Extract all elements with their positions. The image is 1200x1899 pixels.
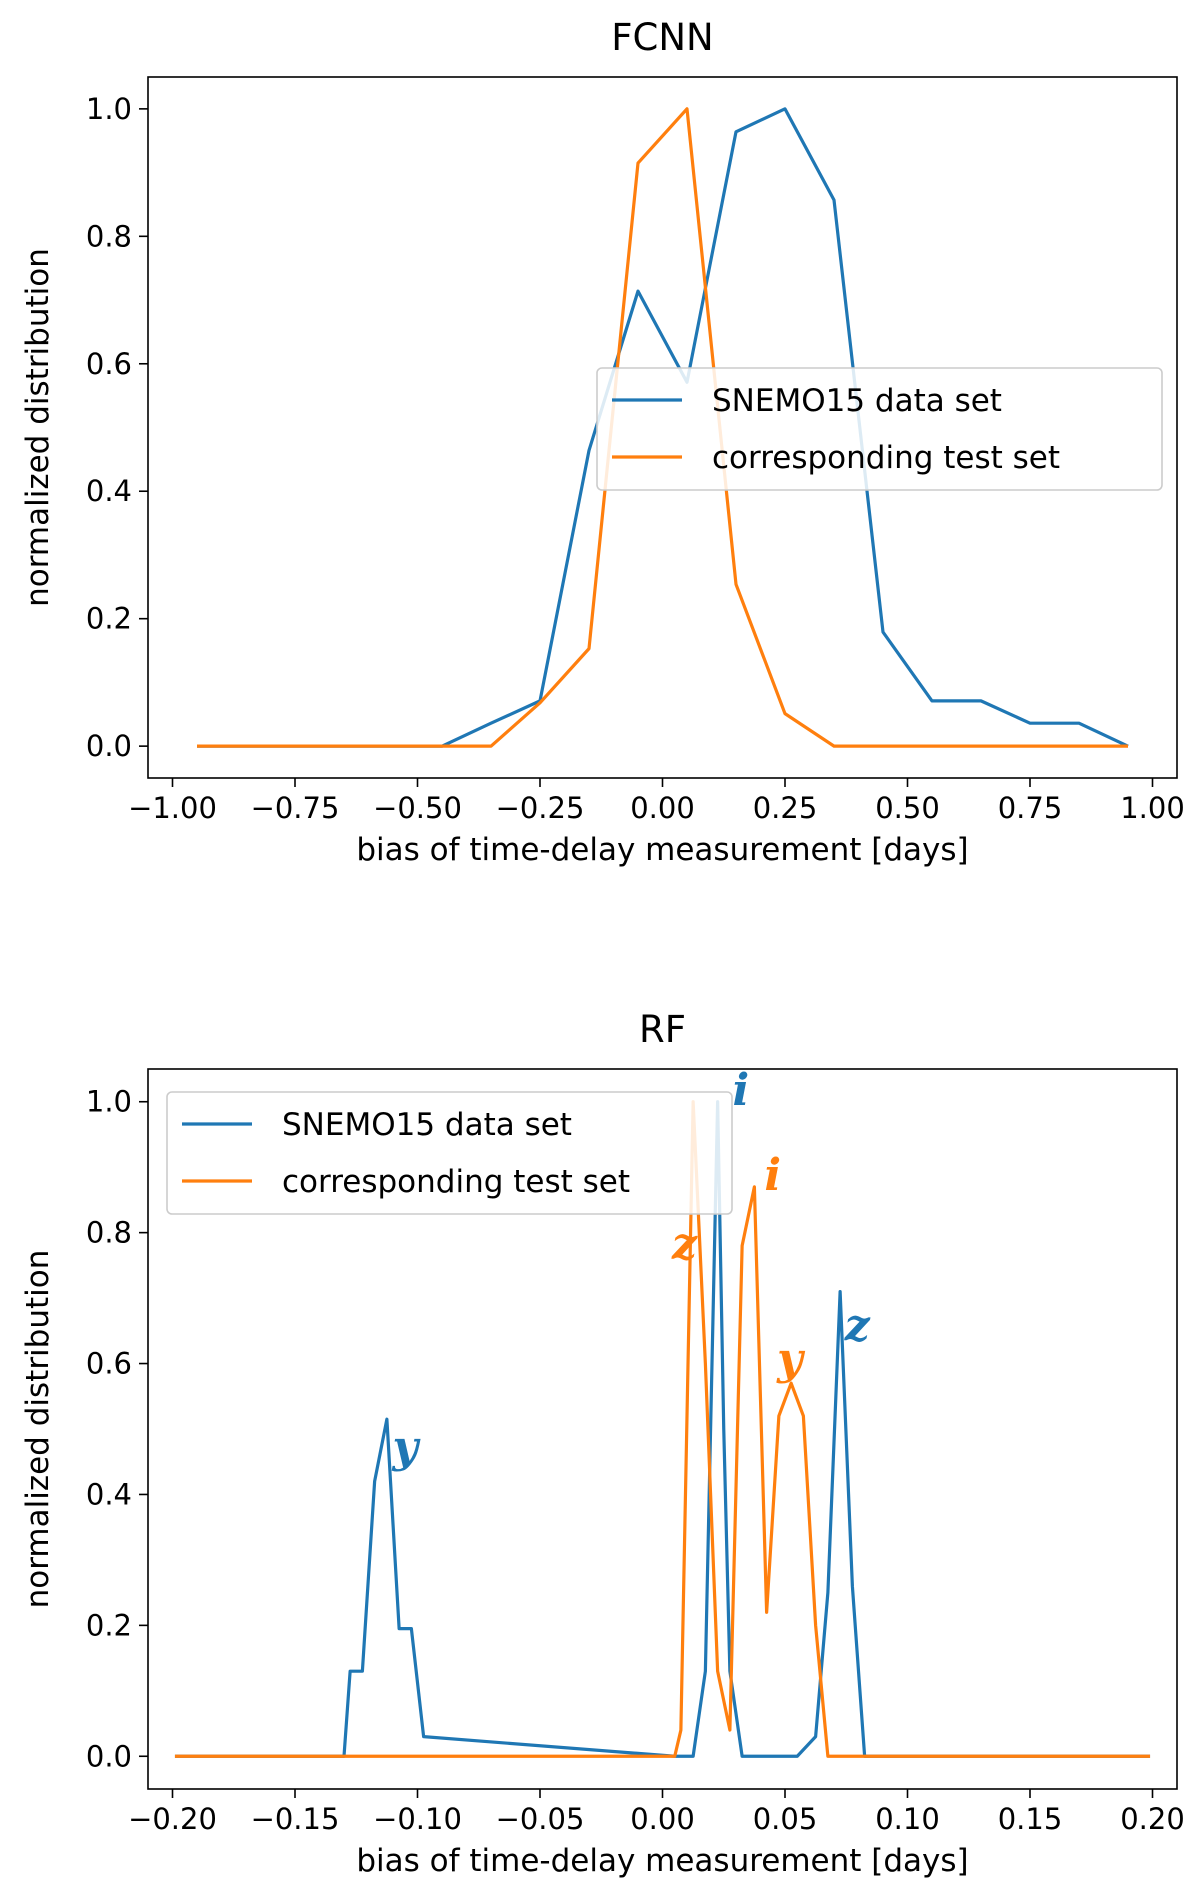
legend-label: SNEMO15 data set [282, 1107, 572, 1143]
x-tick-label: −0.50 [373, 791, 462, 825]
x-tick-label: −0.10 [373, 1802, 462, 1836]
series-line-snemo15 [174, 1100, 1151, 1758]
series-line-test-set [174, 1100, 1151, 1758]
annotation-label: y [391, 1422, 421, 1473]
x-tick-label: 0.20 [1120, 1802, 1185, 1836]
annotation-label: i [764, 1150, 781, 1201]
x-tick-label: 1.00 [1120, 791, 1185, 825]
x-axis-label: bias of time-delay measurement [days] [356, 832, 968, 868]
x-tick-label: −0.20 [128, 1802, 217, 1836]
x-tick-label: 0.75 [998, 791, 1063, 825]
series-line-test-set [197, 107, 1128, 748]
y-tick-label: 0.4 [86, 474, 132, 508]
annotation-label: i [733, 1065, 750, 1116]
legend-label: SNEMO15 data set [712, 383, 1002, 419]
y-tick-label: 0.8 [86, 1216, 132, 1250]
x-tick-label: −1.00 [128, 791, 217, 825]
chart-title: FCNN [611, 16, 713, 59]
annotation-label: y [776, 1333, 806, 1384]
y-tick-label: 1.0 [86, 1085, 132, 1119]
rf-chart: RF −0.20 −0.15 −0.10 −0.05 0.00 0.05 0.10 0.15 0.… [20, 1008, 1185, 1879]
x-tick-label: 0.10 [875, 1802, 940, 1836]
x-tick-label: 0.25 [753, 791, 818, 825]
y-tick-label: 0.6 [86, 1347, 132, 1381]
x-tick-label: 0.50 [875, 791, 940, 825]
legend-box [166, 1091, 733, 1215]
x-tick-label: 0.05 [753, 1802, 818, 1836]
y-tick-label: 0.6 [86, 347, 132, 381]
annotation-label: z [844, 1301, 871, 1352]
legend-label: corresponding test set [712, 440, 1060, 476]
fcnn-chart: FCNN −1.00 −0.75 −0.50 −0.25 0.00 0.25 0.50 0.75… [20, 16, 1185, 868]
y-axis-label: normalized distribution [20, 1250, 56, 1609]
x-tick-label: −0.75 [251, 791, 340, 825]
y-tick-label: 0.8 [86, 219, 132, 253]
y-tick-label: 0.4 [86, 1477, 132, 1511]
y-tick-label: 0.2 [86, 602, 132, 636]
x-tick-label: −0.15 [251, 1802, 340, 1836]
y-tick-label: 0.0 [86, 1739, 132, 1773]
y-tick-label: 0.2 [86, 1608, 132, 1642]
x-tick-label: 0.15 [998, 1802, 1063, 1836]
x-axis-label: bias of time-delay measurement [days] [356, 1843, 968, 1879]
y-axis-label: normalized distribution [20, 248, 56, 607]
chart-title: RF [639, 1008, 686, 1051]
plot-frame [147, 1068, 1178, 1790]
x-tick-label: 0.00 [630, 1802, 695, 1836]
legend-label: corresponding test set [282, 1164, 630, 1200]
x-tick-label: −0.25 [496, 791, 585, 825]
x-tick-label: 0.00 [630, 791, 695, 825]
y-tick-label: 0.0 [86, 729, 132, 763]
x-tick-label: −0.05 [496, 1802, 585, 1836]
annotation-label: z [671, 1219, 698, 1270]
legend-box [596, 367, 1163, 491]
y-tick-label: 1.0 [86, 92, 132, 126]
plot-frame [147, 76, 1178, 779]
